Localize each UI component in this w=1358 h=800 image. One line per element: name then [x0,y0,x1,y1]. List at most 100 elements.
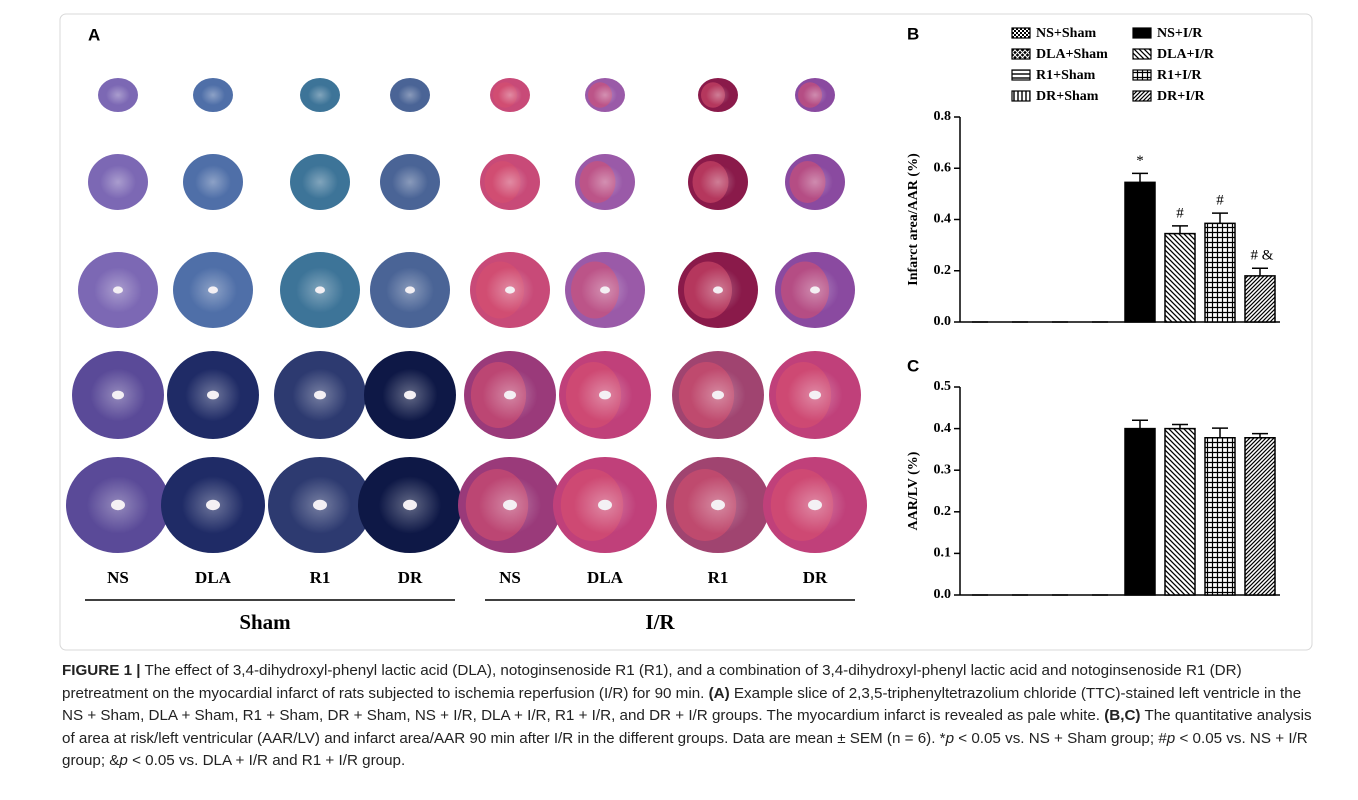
lumen [505,286,515,294]
error-bar [1132,419,1148,429]
y-tick-label: 0.3 [934,462,952,477]
legend-key [1011,90,1031,102]
significance-label: # [1176,205,1184,221]
group-label: Sham [239,610,291,634]
y-tick-label: 0.2 [934,263,952,278]
legend-key [1011,27,1031,39]
legend-label: DR+I/R [1157,89,1206,104]
panel-label: C [907,356,919,375]
y-tick-label: 0.4 [934,212,952,227]
slice-sheen [785,154,845,210]
caption-text: Example slice of 2,3,5-triphenyltetrazol… [62,684,1302,725]
lumen [504,390,516,400]
column-label: R1 [310,568,331,587]
bar [1204,222,1236,323]
column-label: NS [107,568,129,587]
y-tick-label: 0.5 [934,379,952,394]
caption: FIGURE 1 | The effect of 3,4-dihydroxyl-… [62,660,1312,773]
column-label: DLA [195,568,232,587]
column-label: DLA [587,568,624,587]
slice-sheen [193,78,233,112]
lumen [809,390,821,400]
panel-label: A [88,25,100,44]
y-tick-label: 0.2 [934,504,952,519]
y-tick-label: 0.4 [934,421,952,436]
caption-title: FIGURE 1 | [62,662,141,679]
caption-text: < 0.05 vs. DLA + I/R and R1 + I/R group. [127,752,406,769]
y-tick-label: 0.8 [934,109,952,124]
bar [1164,232,1196,323]
legend-label: DR+Sham [1036,89,1099,104]
lumen [810,286,820,294]
legend-label: R1+Sham [1036,68,1096,83]
slice-sheen [98,78,138,112]
column-label: R1 [708,568,729,587]
slice-sheen [490,78,530,112]
caption-text: < 0.05 vs. NS + Sham group; # [954,729,1167,747]
legend-label: DLA+I/R [1157,47,1215,62]
lumen [113,286,123,294]
caption-text: p [1166,729,1176,747]
slice-sheen [88,154,148,210]
bar [1164,427,1196,596]
figure: A Sham I/R NS DLA R1 DR NS DLA R1 DR B Infarct ar… [59,13,1313,651]
caption-text: (B,C) [1104,707,1141,724]
error-bar [1252,432,1268,438]
lumen [712,390,724,400]
slice-sheen [575,154,635,210]
group-label: I/R [645,610,675,634]
lumen [403,499,417,511]
slice-sheen [300,78,340,112]
lumen [314,390,326,400]
caption-text: (A) [708,684,730,702]
column-label: NS [499,568,521,587]
legend-label: NS+I/R [1157,26,1203,41]
legend-key [1011,48,1031,60]
y-tick-label: 0.6 [934,160,952,175]
significance-label: * [1136,153,1144,169]
column-label: DR [398,568,423,587]
lumen [599,390,611,400]
lumen [713,286,723,294]
caption-text: < 0.05 vs. NS + I/R group; & [62,729,1308,770]
lumen [600,286,610,294]
legend-key [1011,69,1031,81]
lumen [313,499,327,511]
slice-sheen [480,154,540,210]
legend-key [1132,90,1152,102]
slice-sheen [183,154,243,210]
slice-sheen [688,154,748,210]
lumen [711,499,725,511]
error-bar [1172,225,1188,234]
slice-sheen [380,154,440,210]
slice-sheen [585,78,625,112]
slice-sheen [290,154,350,210]
bar [1124,427,1156,596]
legend-label: NS+Sham [1036,26,1096,41]
lumen [207,390,219,400]
figure-border [59,13,1313,651]
lumen [404,390,416,400]
bar [1244,437,1276,596]
caption-text: p [945,729,955,747]
bar [1244,275,1276,323]
y-tick-label: 0.0 [934,587,952,602]
y-axis-label: Infarct area/AAR (%) [906,153,921,286]
significance-label: # & [1251,248,1274,264]
lumen [405,286,415,294]
legend-key [1132,48,1152,60]
error-bar [1252,267,1268,276]
legend-key [1132,27,1152,39]
significance-label: # [1216,193,1224,209]
lumen [598,499,612,511]
panel-label: B [907,24,919,43]
legend-label: DLA+Sham [1036,47,1108,62]
lumen [112,390,124,400]
slice-sheen [698,78,738,112]
lumen [208,286,218,294]
caption-text: The quantitative analysis of area at ris… [62,707,1312,747]
error-bar [1212,212,1228,224]
y-tick-label: 0.0 [934,314,952,329]
lumen [206,499,220,511]
